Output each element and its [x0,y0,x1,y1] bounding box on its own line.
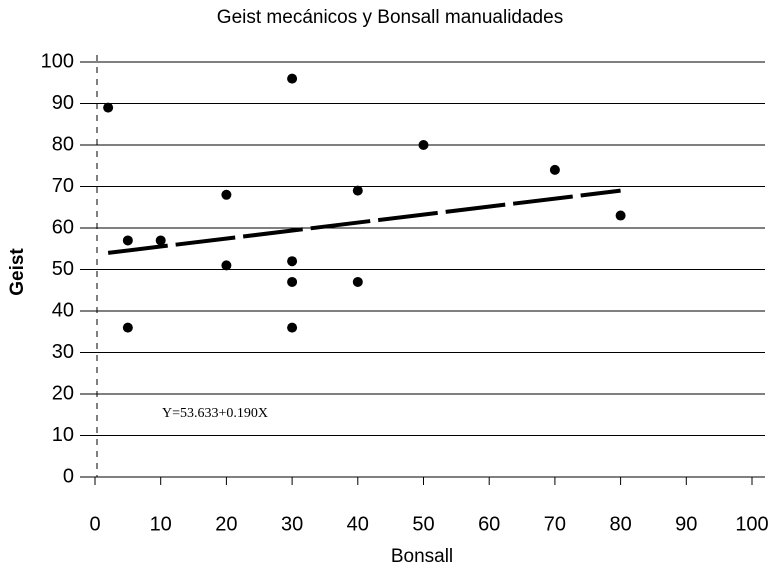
point [221,189,232,200]
x-tick-label: 100 [735,513,768,535]
y-axis-label: Geist [7,248,28,296]
y-tick-label: 0 [63,465,74,487]
point [287,73,298,84]
y-tick-label: 40 [52,299,74,321]
y-tick-label: 60 [52,216,74,238]
y-tick-label: 20 [52,382,74,404]
x-tick-label: 80 [609,513,631,535]
point [549,164,560,175]
point [615,210,626,221]
chart-title: Geist mecánicos y Bonsall manualidades [217,7,563,28]
point [352,185,363,196]
point [287,276,298,287]
x-tick-label: 0 [89,513,100,535]
point [122,235,133,246]
y-tick-label: 80 [52,133,74,155]
x-tick-label: 20 [215,513,237,535]
point [122,322,133,333]
x-tick-label: 50 [412,513,434,535]
y-tick-label: 90 [52,92,74,114]
point [221,260,232,271]
point [287,322,298,333]
point [287,256,298,267]
trend-line [107,188,621,255]
x-tick-label: 40 [347,513,369,535]
point [155,235,166,246]
x-tick-label: 10 [150,513,172,535]
y-tick-label: 50 [52,258,74,280]
equation-annotation: Y=53.633+0.190X [162,406,268,421]
point [352,276,363,287]
y-tick-label: 10 [52,424,74,446]
point [418,140,429,150]
x-tick-label: 30 [281,513,303,535]
y-tick-label: 30 [52,341,74,363]
x-tick-label: 90 [675,513,697,535]
x-tick-label: 60 [478,513,500,535]
x-tick-label: 70 [544,513,566,535]
point [103,102,114,113]
x-axis-label: Bonsall [391,546,453,567]
y-tick-label: 70 [52,175,74,197]
y-tick-label: 100 [41,50,74,72]
